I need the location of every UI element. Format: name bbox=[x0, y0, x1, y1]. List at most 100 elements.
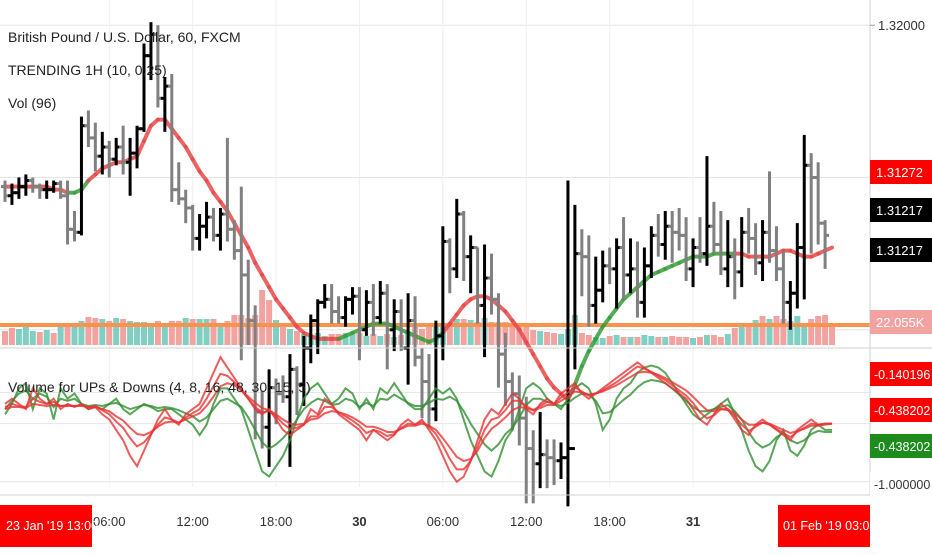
volume-bar bbox=[85, 317, 92, 345]
price-tag-box bbox=[870, 160, 932, 184]
volume-bar bbox=[210, 319, 217, 345]
volume-bar bbox=[22, 325, 29, 345]
volume-bar bbox=[822, 315, 829, 345]
volume-bar bbox=[370, 334, 377, 345]
volume-bar bbox=[71, 323, 78, 345]
price-tag-box bbox=[870, 310, 932, 334]
volume-bar bbox=[266, 300, 273, 345]
volume-bar bbox=[168, 321, 175, 345]
volume-bar bbox=[113, 318, 120, 345]
volume-bar bbox=[794, 316, 801, 345]
volume-bar bbox=[683, 337, 690, 345]
price-tag-label: 1.31217 bbox=[876, 203, 923, 218]
volume-bar bbox=[189, 319, 196, 345]
ma-segment bbox=[586, 336, 598, 354]
volume-bar bbox=[217, 323, 224, 345]
ma-segment bbox=[531, 352, 543, 369]
volume-bar bbox=[127, 321, 134, 345]
volume-bar bbox=[467, 320, 474, 345]
start-time-tag-box bbox=[0, 505, 92, 547]
ma-segment bbox=[246, 245, 258, 265]
osc-tag-label: -0.438202 bbox=[874, 404, 930, 418]
volume-bar bbox=[731, 328, 738, 345]
volume-bar bbox=[134, 322, 141, 345]
ma-segment bbox=[183, 145, 195, 162]
indicator-legend: TRENDING 1H (10, 0,25) bbox=[8, 62, 167, 78]
volume-bar bbox=[488, 322, 495, 345]
volume-bar bbox=[120, 319, 127, 345]
volume-legend: Vol (96) bbox=[8, 95, 56, 111]
volume-bar bbox=[224, 321, 231, 345]
ma-segment bbox=[572, 364, 584, 387]
volume-bar bbox=[460, 319, 467, 345]
volume-bar bbox=[78, 321, 85, 345]
time-axis-label: 06:00 bbox=[93, 514, 126, 529]
volume-bar bbox=[342, 333, 349, 345]
osc-tag-label: -0.140196 bbox=[874, 368, 930, 382]
end-time-tag-label: 01 Feb '19 03:00 bbox=[783, 519, 876, 533]
ohlc-bar bbox=[821, 220, 830, 269]
time-axis-label: 18:00 bbox=[593, 514, 626, 529]
volume-bar bbox=[627, 337, 634, 345]
volume-bar bbox=[259, 290, 266, 345]
price-tick-label: 1.32000 bbox=[878, 18, 925, 33]
volume-bar bbox=[92, 318, 99, 345]
volume-bar bbox=[523, 325, 530, 345]
volume-bar bbox=[759, 316, 766, 345]
volume-bar bbox=[815, 316, 822, 345]
volume-bar bbox=[613, 335, 620, 345]
volume-bar bbox=[599, 338, 606, 345]
volume-bar bbox=[293, 331, 300, 345]
volume-bar bbox=[161, 324, 168, 345]
price-layer bbox=[1, 22, 835, 507]
volume-bar bbox=[787, 321, 794, 345]
oscillator-legend: Volume for UPs & Downs (4, 8, 16, 48, 30… bbox=[8, 379, 311, 395]
volume-bar bbox=[8, 328, 15, 345]
volume-bar bbox=[703, 335, 710, 345]
time-axis-label: 06:00 bbox=[427, 514, 460, 529]
volume-bar bbox=[766, 319, 773, 345]
volume-bar bbox=[738, 324, 745, 345]
price-tag-label: 1.31217 bbox=[876, 243, 923, 258]
ma-segment bbox=[538, 364, 550, 381]
volume-bar bbox=[377, 336, 384, 345]
volume-bar bbox=[175, 321, 182, 345]
osc-tag-box bbox=[870, 434, 932, 458]
volume-bar bbox=[690, 338, 697, 345]
start-time-tag-label: 23 Jan '19 13:00 bbox=[6, 519, 98, 533]
time-axis-label: 12:00 bbox=[176, 514, 209, 529]
volume-bar bbox=[829, 327, 836, 345]
volume-bar bbox=[745, 323, 752, 345]
volume-bar bbox=[801, 323, 808, 345]
volume-bar bbox=[203, 319, 210, 345]
volume-bar bbox=[662, 337, 669, 345]
ma-segment bbox=[517, 327, 529, 344]
end-time-tag-box bbox=[778, 505, 870, 547]
price-tag-label: 22.055K bbox=[876, 315, 925, 330]
volume-bar bbox=[453, 319, 460, 345]
osc-tag-label: -0.438202 bbox=[874, 440, 930, 454]
volume-bar bbox=[286, 329, 293, 345]
volume-bar bbox=[231, 315, 238, 345]
volume-bar bbox=[43, 330, 50, 345]
volume-bar bbox=[516, 324, 523, 345]
time-axis-label: 30 bbox=[352, 514, 366, 529]
time-axis-label: 12:00 bbox=[510, 514, 543, 529]
oscillator-line-red bbox=[4, 370, 833, 463]
volume-bar bbox=[606, 336, 613, 345]
osc-tag-box bbox=[870, 398, 932, 422]
oscillator-line-green bbox=[4, 379, 833, 452]
volume-bar bbox=[752, 320, 759, 345]
time-axis-label: 31 bbox=[686, 514, 700, 529]
volume-bar bbox=[280, 323, 286, 345]
volume-bar bbox=[578, 333, 585, 345]
oscillator-layer bbox=[4, 355, 833, 484]
volume-bar bbox=[669, 336, 676, 345]
volume-bar bbox=[551, 333, 558, 345]
volume-bar bbox=[147, 323, 154, 345]
oscillator-line-red bbox=[4, 365, 833, 471]
volume-bar bbox=[558, 334, 564, 345]
volume-bar bbox=[655, 337, 662, 345]
